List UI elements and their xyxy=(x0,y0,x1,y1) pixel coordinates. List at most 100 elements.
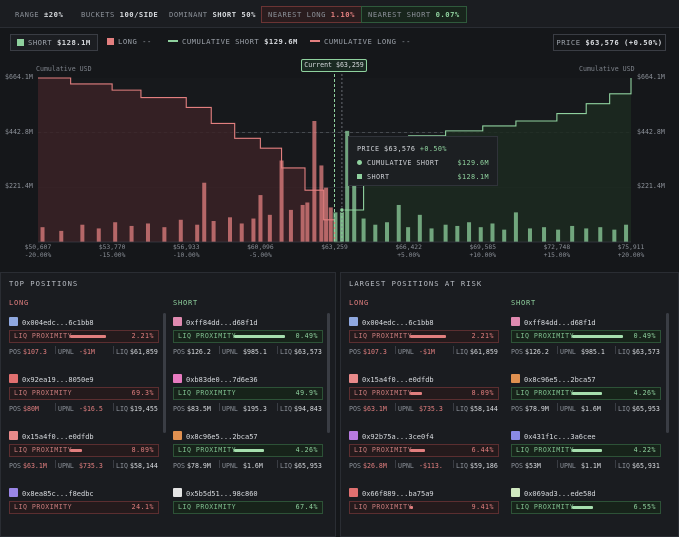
short-position-card[interactable]: 0x431f1c...3a6cee LIQ PROXIMITY 4.22% POS $5… xyxy=(511,431,661,479)
upnl-value: $1.6M xyxy=(243,462,263,470)
wallet-address[interactable]: 0x15a4f0...e0dfdb xyxy=(362,376,434,384)
liq-proximity-pct: 0.49% xyxy=(295,332,318,340)
wallet-name[interactable]: 0x15a4f0...e0dfdb xyxy=(9,431,94,441)
wallet-address[interactable]: 0x92b75a...3ce0f4 xyxy=(362,433,434,441)
wallet-address[interactable]: 0xff84dd...d68f1d xyxy=(186,319,258,327)
x-tick-label: $63,259 xyxy=(310,244,360,252)
legend-long[interactable]: LONG -- xyxy=(107,34,152,51)
long-bar xyxy=(328,207,333,242)
long-position-card[interactable]: 0x15a4f0...e0dfdb LIQ PROXIMITY 8.09% POS $6… xyxy=(349,374,499,422)
long-position-card[interactable]: 0x92ea19...8050e9 LIQ PROXIMITY 69.3% POS $8… xyxy=(9,374,159,422)
short-scrollbar[interactable] xyxy=(327,313,330,433)
wallet-name[interactable]: 0xff84dd...d68f1d xyxy=(173,317,258,327)
wallet-avatar-icon xyxy=(9,374,18,383)
wallet-address[interactable]: 0x66f889...ba75a9 xyxy=(362,490,434,498)
wallet-address[interactable]: 0x004edc...6c1bb8 xyxy=(22,319,94,327)
liq-proximity-bar: LIQ PROXIMITY 2.21% xyxy=(9,330,159,343)
wallet-address[interactable]: 0x8ea85c...f8edbc xyxy=(22,490,94,498)
wallet-address[interactable]: 0x8c96e5...2bca57 xyxy=(524,376,596,384)
upnl-value: $1.6M xyxy=(581,405,601,413)
short-position-card[interactable]: 0xff84dd...d68f1d LIQ PROXIMITY 0.49% POS $1… xyxy=(511,317,661,365)
wallet-address[interactable]: 0x15a4f0...e0dfdb xyxy=(22,433,94,441)
wallet-name[interactable]: 0x5b5d51...98c860 xyxy=(173,488,258,498)
short-bar xyxy=(584,228,589,242)
liq-proximity-bar: LIQ PROXIMITY 24.1% xyxy=(9,501,159,514)
wallet-address[interactable]: 0xff84dd...d68f1d xyxy=(524,319,596,327)
wallet-name[interactable]: 0xff84dd...d68f1d xyxy=(511,317,596,327)
liq-proximity-pct: 4.26% xyxy=(295,446,318,454)
position-stats: POS $63.1M UPNL $735.3 LIQ $58,144 xyxy=(9,460,159,472)
wallet-avatar-icon xyxy=(173,431,182,440)
liq-proximity-label: LIQ PROXIMITY xyxy=(516,332,575,340)
nearest-long-label: NEAREST LONG xyxy=(268,10,326,19)
pos-label: POS xyxy=(349,348,361,356)
legend-cumulative-short[interactable]: CUMULATIVE SHORT $129.6M xyxy=(168,34,298,51)
pos-value: $126.2 xyxy=(525,348,549,356)
wallet-address[interactable]: 0x92ea19...8050e9 xyxy=(22,376,94,384)
long-scrollbar[interactable] xyxy=(163,313,166,433)
wallet-name[interactable]: 0x069ad3...ede58d xyxy=(511,488,596,498)
long-position-card[interactable]: 0x92b75a...3ce0f4 LIQ PROXIMITY 6.44% POS $2… xyxy=(349,431,499,479)
liq-price-value: $65,931 xyxy=(632,462,660,470)
x-tick-pct: -10.00% xyxy=(172,252,200,259)
long-bar xyxy=(312,120,317,242)
short-position-card[interactable]: 0x8c96e5...2bca57 LIQ PROXIMITY 4.26% POS $7… xyxy=(173,431,323,479)
wallet-avatar-icon xyxy=(511,317,520,326)
wallet-address[interactable]: 0xb83de0...7d6e36 xyxy=(186,376,258,384)
wallet-address[interactable]: 0x069ad3...ede58d xyxy=(524,490,596,498)
wallet-address[interactable]: 0x8c96e5...2bca57 xyxy=(186,433,258,441)
liq-proximity-pct: 69.3% xyxy=(131,389,154,397)
position-stats: POS $80M UPNL -$16.5 LIQ $19,455 xyxy=(9,403,159,415)
short-position-card[interactable]: 0xff84dd...d68f1d LIQ PROXIMITY 0.49% POS $1… xyxy=(173,317,323,365)
wallet-name[interactable]: 0xb83de0...7d6e36 xyxy=(173,374,258,384)
wallet-name[interactable]: 0x8ea85c...f8edbc xyxy=(9,488,94,498)
wallet-name[interactable]: 0x8c96e5...2bca57 xyxy=(173,431,258,441)
short-swatch-icon xyxy=(17,39,24,46)
short-position-card[interactable]: 0x5b5d51...98c860 LIQ PROXIMITY 67.4% xyxy=(173,488,323,536)
short-position-card[interactable]: 0x8c96e5...2bca57 LIQ PROXIMITY 4.26% POS $7… xyxy=(511,374,661,422)
long-position-card[interactable]: 0x8ea85c...f8edbc LIQ PROXIMITY 24.1% xyxy=(9,488,159,536)
legend-short[interactable]: SHORT $128.1M xyxy=(10,34,98,51)
x-tick-price: $63,259 xyxy=(321,244,348,251)
short-scrollbar[interactable] xyxy=(666,313,669,433)
short-bar xyxy=(361,218,366,242)
long-bar xyxy=(319,165,324,242)
upnl-value: $735.3 xyxy=(79,462,103,470)
short-position-card[interactable]: 0xb83de0...7d6e36 LIQ PROXIMITY 49.9% POS $8… xyxy=(173,374,323,422)
liq-proximity-pct: 49.9% xyxy=(295,389,318,397)
long-position-card[interactable]: 0x004edc...6c1bb8 LIQ PROXIMITY 2.21% POS $1… xyxy=(349,317,499,365)
legend-short-value: $128.1M xyxy=(56,38,91,47)
liq-proximity-bar: LIQ PROXIMITY 6.55% xyxy=(511,501,661,514)
pos-value: $26.8M xyxy=(363,462,387,470)
wallet-name[interactable]: 0x66f889...ba75a9 xyxy=(349,488,434,498)
price-pill-label: PRICE xyxy=(556,38,581,47)
wallet-name[interactable]: 0x92ea19...8050e9 xyxy=(9,374,94,384)
wallet-name[interactable]: 0x8c96e5...2bca57 xyxy=(511,374,596,384)
wallet-name[interactable]: 0x92b75a...3ce0f4 xyxy=(349,431,434,441)
long-position-card[interactable]: 0x66f889...ba75a9 LIQ PROXIMITY 9.41% xyxy=(349,488,499,536)
wallet-name[interactable]: 0x004edc...6c1bb8 xyxy=(9,317,94,327)
liq-price-value: $61,859 xyxy=(470,348,498,356)
legend-long-value: -- xyxy=(142,37,152,46)
wallet-address[interactable]: 0x431f1c...3a6cee xyxy=(524,433,596,441)
wallet-name[interactable]: 0x15a4f0...e0dfdb xyxy=(349,374,434,384)
x-tick-pct: -15.00% xyxy=(98,252,126,259)
wallet-name[interactable]: 0x431f1c...3a6cee xyxy=(511,431,596,441)
liq-price-value: $94,843 xyxy=(294,405,322,413)
upnl-label: UPNL xyxy=(58,462,74,470)
legend-cumulative-long[interactable]: CUMULATIVE LONG -- xyxy=(310,34,411,51)
wallet-avatar-icon xyxy=(9,488,18,497)
liquidation-chart[interactable] xyxy=(0,0,679,270)
tooltip-cum-short-value: $129.6M xyxy=(457,159,489,167)
short-position-card[interactable]: 0x069ad3...ede58d LIQ PROXIMITY 6.55% xyxy=(511,488,661,536)
liq-proximity-label: LIQ PROXIMITY xyxy=(14,503,73,511)
long-position-card[interactable]: 0x15a4f0...e0dfdb LIQ PROXIMITY 8.09% POS $6… xyxy=(9,431,159,479)
nearest-short-value: 0.07% xyxy=(435,10,460,19)
wallet-name[interactable]: 0x004edc...6c1bb8 xyxy=(349,317,434,327)
wallet-address[interactable]: 0x004edc...6c1bb8 xyxy=(362,319,434,327)
wallet-address[interactable]: 0x5b5d51...98c860 xyxy=(186,490,258,498)
long-position-card[interactable]: 0x004edc...6c1bb8 LIQ PROXIMITY 2.21% POS $1… xyxy=(9,317,159,365)
upnl-value: -$1M xyxy=(79,348,95,356)
pos-value: $80M xyxy=(23,405,39,413)
liq-proximity-label: LIQ PROXIMITY xyxy=(178,446,237,454)
